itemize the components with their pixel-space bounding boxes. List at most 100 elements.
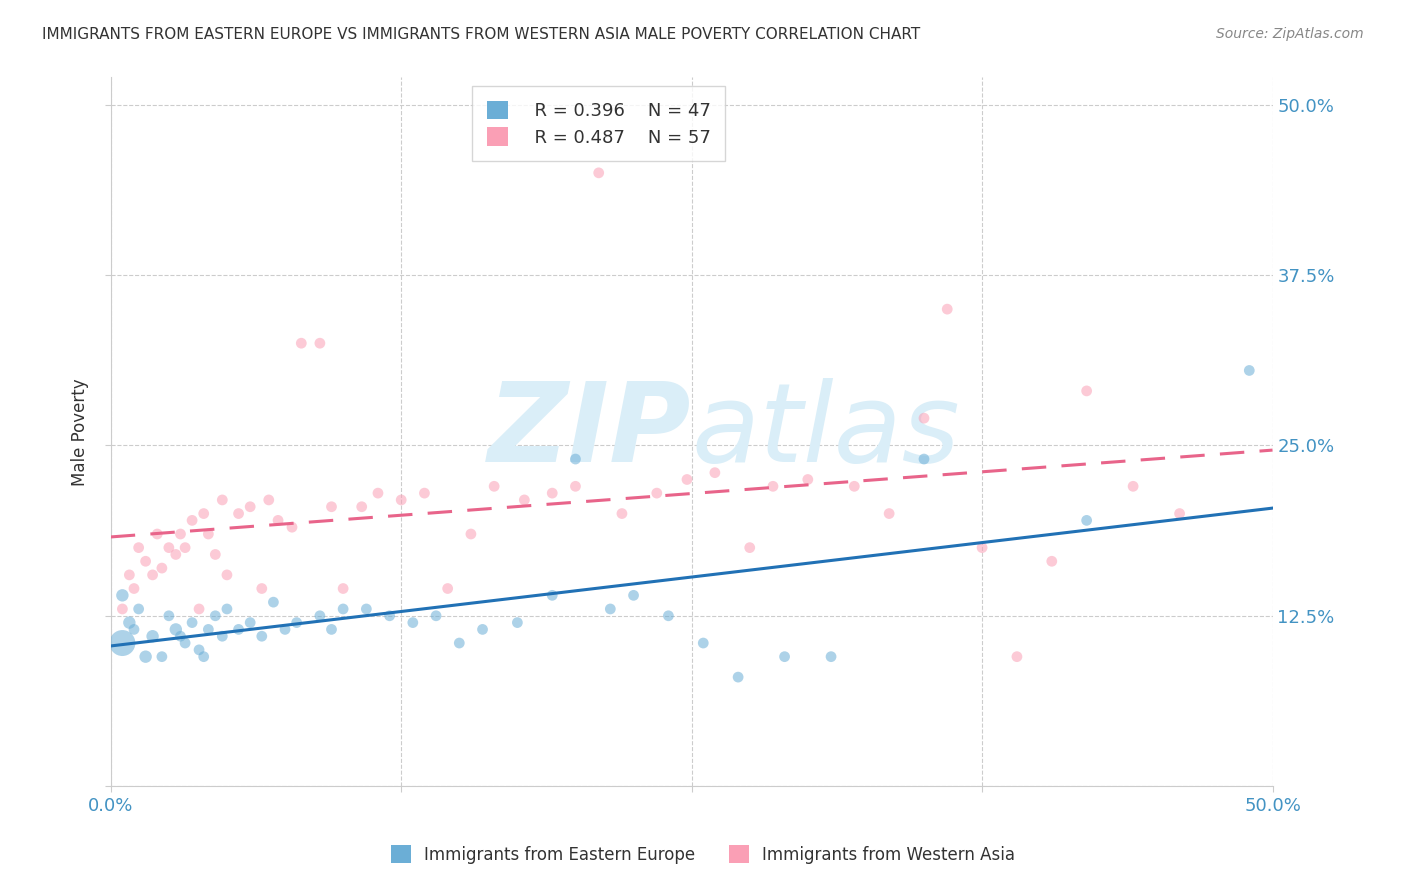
Point [128, 602, 150, 616]
Point [321, 623, 343, 637]
Point [215, 602, 238, 616]
Point [285, 615, 308, 630]
Point [564, 479, 586, 493]
Text: ZIP: ZIP [488, 378, 692, 485]
Point [309, 336, 332, 351]
Point [413, 486, 436, 500]
Point [1168, 507, 1191, 521]
Point [1040, 554, 1063, 568]
Point [267, 513, 290, 527]
Point [111, 636, 134, 650]
Point [588, 166, 610, 180]
Point [118, 615, 141, 630]
Point [820, 649, 842, 664]
Point [541, 588, 564, 602]
Point [211, 629, 233, 643]
Point [111, 602, 134, 616]
Point [193, 649, 215, 664]
Point [564, 452, 586, 467]
Point [645, 486, 668, 500]
Point [128, 541, 150, 555]
Legend: Immigrants from Eastern Europe, Immigrants from Western Asia: Immigrants from Eastern Europe, Immigran… [384, 838, 1022, 871]
Point [169, 629, 191, 643]
Point [844, 479, 866, 493]
Point [165, 548, 187, 562]
Point [118, 568, 141, 582]
Point [239, 615, 262, 630]
Point [257, 492, 280, 507]
Point [970, 541, 993, 555]
Point [215, 568, 238, 582]
Point [541, 486, 564, 500]
Point [692, 636, 714, 650]
Point [122, 582, 145, 596]
Text: Source: ZipAtlas.com: Source: ZipAtlas.com [1216, 27, 1364, 41]
Point [1122, 479, 1144, 493]
Point [389, 492, 412, 507]
Point [676, 473, 699, 487]
Y-axis label: Male Poverty: Male Poverty [72, 378, 89, 485]
Point [181, 615, 204, 630]
Point [250, 582, 273, 596]
Point [762, 479, 785, 493]
Point [623, 588, 645, 602]
Point [146, 527, 169, 541]
Point [122, 623, 145, 637]
Point [425, 608, 447, 623]
Point [356, 602, 378, 616]
Point [211, 492, 233, 507]
Point [174, 636, 197, 650]
Point [281, 520, 304, 534]
Point [157, 608, 180, 623]
Point [912, 452, 935, 467]
Point [471, 623, 494, 637]
Point [181, 513, 204, 527]
Point [797, 473, 820, 487]
Point [111, 588, 134, 602]
Point [402, 615, 425, 630]
Point [250, 629, 273, 643]
Point [378, 608, 401, 623]
Point [738, 541, 761, 555]
Point [204, 548, 226, 562]
Point [332, 582, 354, 596]
Point [197, 623, 219, 637]
Point [1076, 384, 1098, 398]
Point [188, 643, 211, 657]
Legend:   R = 0.396    N = 47,   R = 0.487    N = 57: R = 0.396 N = 47, R = 0.487 N = 57 [472, 87, 725, 161]
Point [1239, 363, 1261, 377]
Point [599, 602, 621, 616]
Point [321, 500, 343, 514]
Point [197, 527, 219, 541]
Point [513, 492, 536, 507]
Point [169, 527, 191, 541]
Point [228, 623, 250, 637]
Point [150, 561, 173, 575]
Point [773, 649, 796, 664]
Point [274, 623, 297, 637]
Point [703, 466, 725, 480]
Point [239, 500, 262, 514]
Point [290, 336, 312, 351]
Point [228, 507, 250, 521]
Point [936, 302, 959, 317]
Point [449, 636, 471, 650]
Point [460, 527, 482, 541]
Point [157, 541, 180, 555]
Point [912, 411, 935, 425]
Point [727, 670, 749, 684]
Point [332, 602, 354, 616]
Point [188, 602, 211, 616]
Point [262, 595, 284, 609]
Point [150, 649, 173, 664]
Point [610, 507, 633, 521]
Point [174, 541, 197, 555]
Point [506, 615, 529, 630]
Point [193, 507, 215, 521]
Point [309, 608, 332, 623]
Point [165, 623, 187, 637]
Point [350, 500, 373, 514]
Point [367, 486, 389, 500]
Point [135, 649, 157, 664]
Point [877, 507, 900, 521]
